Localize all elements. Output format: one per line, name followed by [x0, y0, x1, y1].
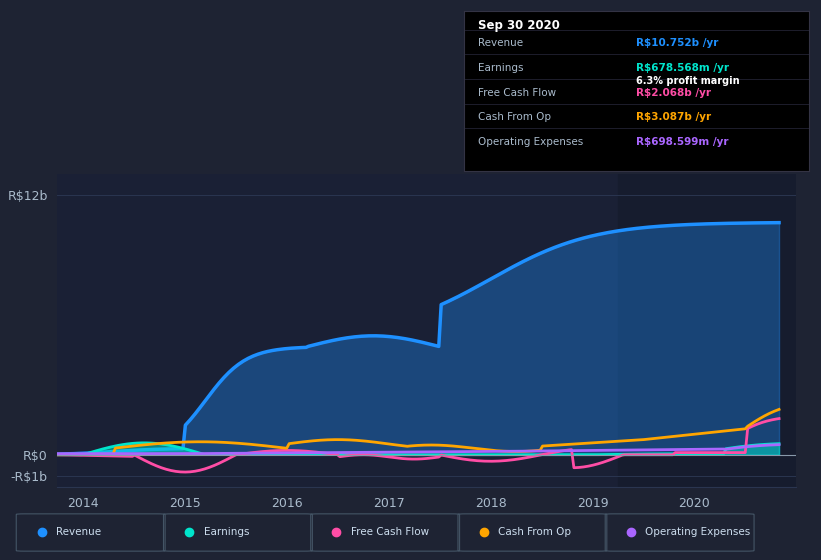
Text: Earnings: Earnings: [478, 63, 523, 73]
Text: Earnings: Earnings: [204, 527, 250, 537]
Text: R$2.068b /yr: R$2.068b /yr: [636, 87, 711, 97]
Text: R$10.752b /yr: R$10.752b /yr: [636, 38, 718, 48]
Text: Operating Expenses: Operating Expenses: [478, 137, 583, 147]
Text: R$3.087b /yr: R$3.087b /yr: [636, 113, 712, 122]
Text: Revenue: Revenue: [478, 38, 523, 48]
Text: 6.3% profit margin: 6.3% profit margin: [636, 77, 740, 86]
Text: Operating Expenses: Operating Expenses: [645, 527, 750, 537]
Text: Revenue: Revenue: [57, 527, 102, 537]
Text: R$698.599m /yr: R$698.599m /yr: [636, 137, 729, 147]
Text: Free Cash Flow: Free Cash Flow: [478, 87, 556, 97]
Text: R$678.568m /yr: R$678.568m /yr: [636, 63, 729, 73]
Text: Cash From Op: Cash From Op: [478, 113, 551, 122]
Bar: [618, 174, 821, 487]
Text: Cash From Op: Cash From Op: [498, 527, 571, 537]
Text: Free Cash Flow: Free Cash Flow: [351, 527, 429, 537]
Text: Sep 30 2020: Sep 30 2020: [478, 19, 560, 32]
